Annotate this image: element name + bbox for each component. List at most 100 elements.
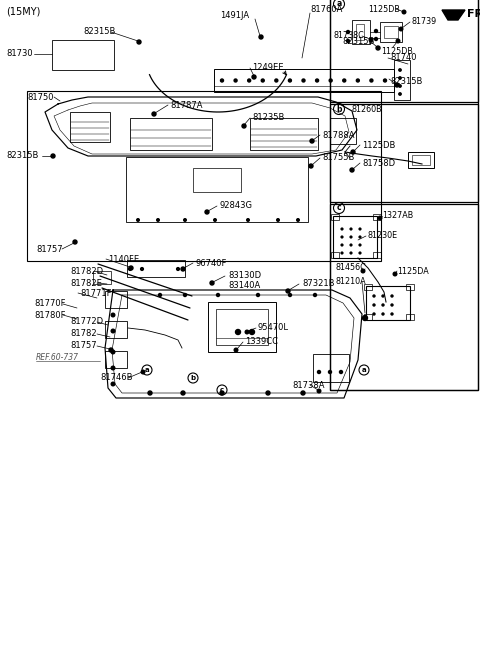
Circle shape bbox=[396, 39, 400, 43]
Circle shape bbox=[148, 391, 152, 395]
Circle shape bbox=[129, 268, 132, 270]
Circle shape bbox=[350, 252, 352, 254]
Circle shape bbox=[399, 69, 401, 71]
Bar bbox=[364, 284, 372, 290]
Circle shape bbox=[276, 218, 279, 221]
Circle shape bbox=[252, 75, 256, 79]
Circle shape bbox=[373, 295, 375, 297]
Text: 1125DB: 1125DB bbox=[381, 47, 413, 55]
Text: b: b bbox=[336, 105, 342, 113]
Circle shape bbox=[210, 281, 214, 285]
Circle shape bbox=[310, 139, 314, 143]
Circle shape bbox=[73, 240, 77, 244]
Text: 81760A: 81760A bbox=[310, 5, 342, 14]
Circle shape bbox=[373, 313, 375, 315]
Circle shape bbox=[247, 218, 249, 221]
Circle shape bbox=[220, 79, 224, 82]
Circle shape bbox=[391, 295, 393, 297]
Circle shape bbox=[361, 269, 365, 273]
Bar bbox=[313, 354, 349, 382]
Circle shape bbox=[256, 293, 260, 297]
Bar bbox=[330, 104, 478, 202]
Circle shape bbox=[359, 252, 361, 254]
Circle shape bbox=[137, 218, 139, 221]
Circle shape bbox=[391, 313, 393, 315]
Circle shape bbox=[288, 79, 291, 82]
Circle shape bbox=[350, 244, 352, 246]
Text: 1327AB: 1327AB bbox=[382, 211, 413, 220]
Text: 81746B: 81746B bbox=[100, 374, 132, 382]
Circle shape bbox=[220, 391, 224, 395]
Circle shape bbox=[51, 154, 55, 158]
Circle shape bbox=[315, 79, 319, 82]
Bar bbox=[333, 216, 377, 258]
Text: 82315B: 82315B bbox=[390, 76, 422, 86]
Text: 81780F: 81780F bbox=[34, 311, 65, 320]
Circle shape bbox=[384, 79, 386, 82]
Circle shape bbox=[328, 370, 332, 374]
Bar bbox=[105, 291, 127, 308]
Bar bbox=[373, 214, 381, 220]
Bar bbox=[216, 309, 268, 345]
Circle shape bbox=[214, 218, 216, 221]
Text: 95470L: 95470L bbox=[258, 324, 289, 332]
Circle shape bbox=[205, 210, 209, 214]
Circle shape bbox=[350, 236, 352, 238]
Text: FR.: FR. bbox=[467, 9, 480, 19]
Text: 82315B: 82315B bbox=[83, 28, 115, 36]
Circle shape bbox=[259, 35, 263, 39]
Circle shape bbox=[137, 40, 141, 44]
Bar bbox=[70, 112, 110, 142]
Text: 1249EE: 1249EE bbox=[252, 64, 284, 72]
Text: 81788A: 81788A bbox=[322, 130, 355, 139]
Circle shape bbox=[393, 272, 397, 276]
Circle shape bbox=[156, 218, 159, 221]
Circle shape bbox=[399, 77, 401, 79]
Circle shape bbox=[399, 27, 403, 31]
Bar bbox=[127, 260, 185, 277]
Circle shape bbox=[129, 266, 133, 270]
Bar bbox=[93, 271, 111, 284]
Circle shape bbox=[261, 79, 264, 82]
Circle shape bbox=[402, 11, 406, 14]
Text: 1339CC: 1339CC bbox=[245, 338, 278, 347]
Bar bbox=[130, 118, 212, 150]
Circle shape bbox=[391, 304, 393, 306]
Circle shape bbox=[378, 216, 382, 220]
Text: c: c bbox=[336, 203, 341, 213]
Text: 87321B: 87321B bbox=[302, 280, 335, 288]
Bar bbox=[373, 252, 381, 258]
Circle shape bbox=[234, 79, 237, 82]
Circle shape bbox=[399, 85, 401, 88]
Text: 81770F: 81770F bbox=[34, 299, 65, 309]
Circle shape bbox=[317, 370, 321, 374]
Circle shape bbox=[374, 38, 377, 41]
Circle shape bbox=[350, 168, 354, 172]
Circle shape bbox=[376, 46, 380, 50]
Bar bbox=[193, 168, 241, 192]
Bar bbox=[406, 284, 414, 290]
Bar bbox=[356, 24, 364, 40]
Text: 81210A: 81210A bbox=[336, 278, 367, 286]
Text: 83140A: 83140A bbox=[228, 282, 260, 290]
Bar bbox=[208, 302, 276, 352]
Bar bbox=[330, 0, 478, 102]
Circle shape bbox=[184, 218, 186, 221]
Circle shape bbox=[350, 228, 352, 230]
Text: 81772D: 81772D bbox=[70, 318, 103, 326]
Text: 81782E: 81782E bbox=[70, 278, 102, 288]
Text: 81750: 81750 bbox=[27, 93, 53, 101]
Text: b: b bbox=[191, 375, 195, 381]
Circle shape bbox=[359, 228, 361, 230]
Text: 1125DB: 1125DB bbox=[362, 141, 396, 149]
Bar bbox=[394, 60, 410, 100]
Circle shape bbox=[242, 124, 246, 128]
Text: 81755B: 81755B bbox=[322, 153, 354, 163]
Circle shape bbox=[181, 391, 185, 395]
Circle shape bbox=[341, 228, 343, 230]
Text: a: a bbox=[336, 0, 342, 9]
Text: 81730: 81730 bbox=[6, 49, 33, 59]
Circle shape bbox=[111, 329, 115, 333]
Polygon shape bbox=[442, 10, 465, 20]
Text: 81771F: 81771F bbox=[80, 288, 111, 297]
